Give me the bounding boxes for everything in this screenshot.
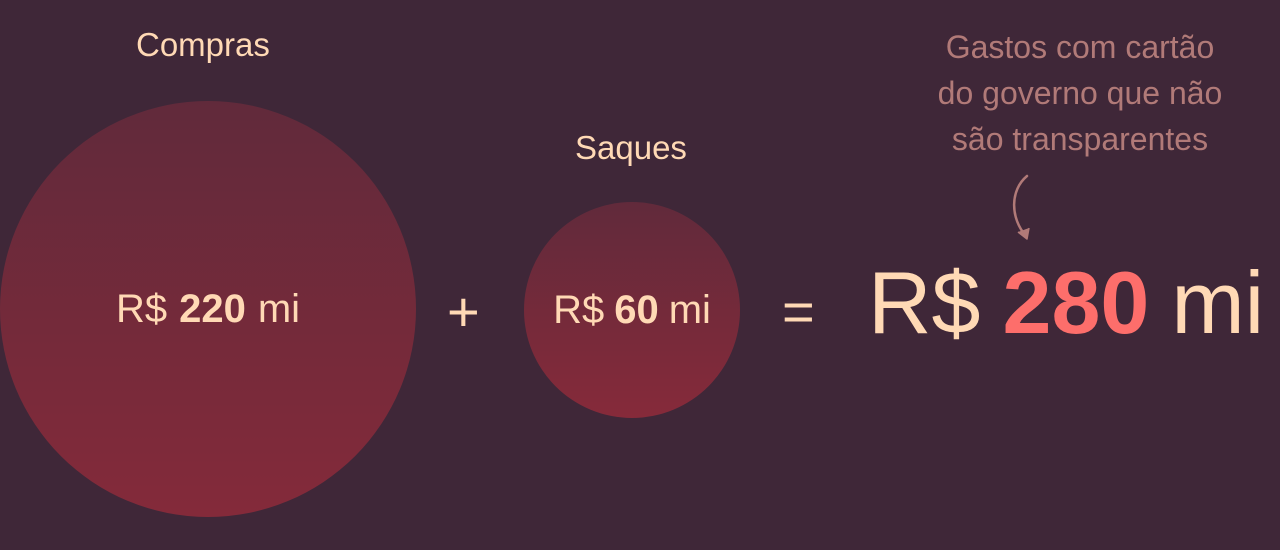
annotation-line: do governo que não [937,75,1223,111]
saques-unit: mi [668,287,711,332]
saques-circle: R$ 60 mi [524,202,740,418]
total-currency: R$ [868,253,981,352]
saques-label: Saques [575,129,687,166]
total-unit: mi [1171,253,1265,352]
curved-arrow-icon [1012,174,1030,240]
total-value: 280 [1002,253,1150,352]
equals-operator: = [782,280,815,343]
compras-value: 220 [179,286,246,331]
total-amount: R$ 280 mi [868,253,1265,352]
annotation-line: são transparentes [951,121,1209,157]
annotation: Gastos com cartão do governo que não são… [905,24,1255,162]
annotation-line: Gastos com cartão [945,29,1215,65]
compras-label: Compras [136,26,270,63]
saques-currency: R$ [553,287,605,332]
saques-value: 60 [614,287,659,332]
compras-unit: mi [257,286,301,331]
compras-circle: R$ 220 mi [0,101,416,517]
compras-currency: R$ [115,286,168,331]
plus-operator: + [447,280,480,343]
